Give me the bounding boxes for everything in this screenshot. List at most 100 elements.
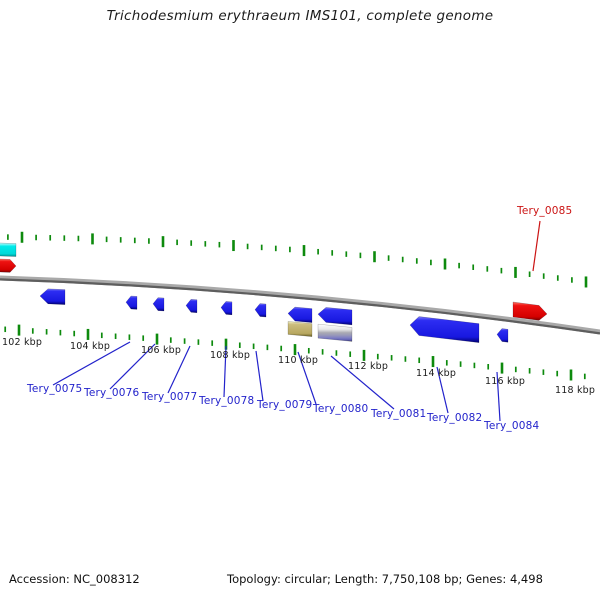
ruler-tick [63,235,66,241]
ruler-tick [556,370,559,377]
ruler-tick [176,239,178,246]
leader-line-Tery_0078 [223,345,227,398]
ruler-tick [473,362,476,369]
diagram-title: Trichodesmium erythraeum IMS101, complet… [106,8,494,24]
ruler-tick [404,356,407,362]
ruler-tick [415,258,418,264]
ruler-tick [443,258,447,270]
ruler-tick [321,349,324,355]
gene-shape-Tery_0078 [220,301,233,316]
ruler-tick [349,351,352,357]
ruler-tick [289,246,291,253]
ruler-tick [500,362,504,374]
ruler-tick [59,329,62,336]
leader-line-Tery_0081 [330,355,395,410]
ruler-tick [445,360,448,366]
ruler-tick [218,241,221,248]
footer-genome-info: Topology: circular; Length: 7,750,108 bp… [227,572,543,586]
leader-line-Tery_0079 [255,350,264,402]
ruler-tick [302,245,306,257]
ruler-tick [373,251,376,263]
ruler-tick [20,231,24,243]
leader-line-Tery_0084 [496,371,501,422]
ruler-tick [430,259,432,266]
ruler-tick [459,361,462,367]
ruler-tick [401,256,404,263]
ruler-tick [91,233,94,245]
ruler-tick [307,347,310,354]
ruler-tick [528,271,531,277]
ruler-tick [274,245,277,252]
ruler-tick [431,356,435,368]
ruler-tick [362,349,366,361]
ruler-tick [31,328,34,334]
ruler-tick [266,344,269,351]
gene-shape-feature-blue-unlabeled [39,288,66,305]
ruler-tick [148,238,150,244]
gene-shape-Tery_0077 [185,299,198,314]
leader-line-Tery_0080 [297,351,317,405]
ruler-tick [161,236,165,248]
ruler-tick [49,235,52,241]
gene-shape-Tery_0079 [254,303,267,318]
ruler-tick [119,237,122,243]
ruler-tick [232,240,235,252]
ruler-tick [260,244,263,251]
ruler-tick [4,326,7,333]
ruler-tick [128,334,131,340]
ruler-tick [17,324,21,336]
leader-line-Tery_0077 [167,345,191,394]
leader-line-Tery_0085 [532,220,541,272]
genome-backbone [0,275,600,335]
gene-shape-Tery_0082 [409,316,480,343]
footer-accession: Accession: NC_008312 [9,572,140,586]
ruler-tick [238,342,241,348]
gene-shape-Tery_0076 [152,297,165,312]
ruler-tick [514,266,517,278]
ruler-tick [190,240,193,246]
ruler-tick [77,235,80,242]
ruler-tick [542,369,545,375]
ruler-tick [458,262,460,269]
gene-shape-feature-red-left [0,258,17,273]
ruler-tick [569,369,573,381]
ruler-tick [418,357,421,364]
ruler-tick [486,266,489,272]
ruler-tick [514,366,517,373]
ruler-tick [105,236,108,243]
ruler-tick [280,345,283,352]
ruler-tick [100,332,103,339]
ruler-tick [45,329,48,335]
ruler-tick [542,273,545,279]
gene-shape-Tery_0081 [317,307,353,326]
ruler-tick [142,335,145,341]
ruler-tick [528,368,531,374]
ruler-tick [197,339,200,345]
ruler-tick [183,338,186,344]
ruler-tick [390,355,393,361]
gene-shape-Tery_0084 [496,328,509,343]
ruler-tick [86,328,90,340]
ruler-tick [114,333,117,340]
ruler-tick [317,248,319,255]
gene-shape-Tery_0085 [512,301,548,321]
feature-box-Tery_0080-box [287,321,313,337]
ruler-tick [155,333,159,345]
ruler-tick [584,276,588,288]
ruler-tick [35,234,37,241]
feature-box-Tery_0081-box [317,323,353,342]
ruler-tick [500,267,503,274]
ruler-tick [583,373,586,380]
ruler-tick [331,250,334,256]
ruler-tick [73,330,76,337]
ruler-tick [252,343,255,350]
ruler-tick [335,350,338,356]
ruler-tick [7,234,9,240]
ruler-tick [556,275,559,281]
ruler-tick [359,252,362,259]
ruler-tick [169,337,172,343]
ruler-tick [133,237,136,244]
ruler-tick [293,344,297,356]
